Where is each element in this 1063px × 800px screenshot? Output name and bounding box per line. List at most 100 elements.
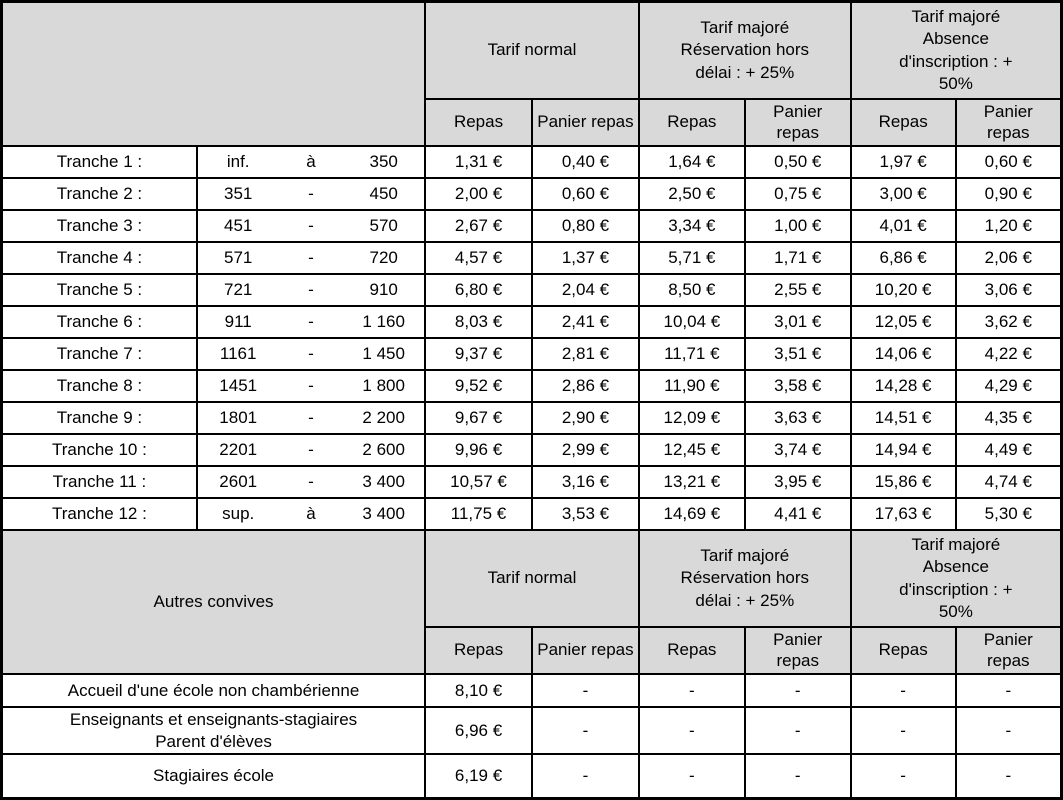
price-cell: - [530, 753, 640, 800]
price-cell: - [849, 673, 957, 708]
range-from: 2601 [219, 472, 258, 491]
range-from: 571 [224, 248, 253, 267]
range-to: 1 160 [362, 312, 405, 331]
price-cell: 10,20 € [849, 273, 957, 307]
price-cell: 3,63 € [743, 401, 852, 435]
tranche-range: 721 - 910 [195, 273, 427, 307]
price-cell: 12,05 € [849, 305, 957, 339]
range-grid: 721 - 910 [202, 280, 420, 300]
price-cell: 12,09 € [637, 401, 746, 435]
price-cell: 3,34 € [637, 209, 746, 243]
subheader-panier-repas: Panier repas [954, 98, 1063, 147]
price-cell: 12,45 € [637, 433, 746, 467]
subheader-repas: Repas [849, 98, 957, 147]
price-cell: 3,53 € [530, 497, 640, 531]
range-from: 2201 [219, 440, 258, 459]
range-from: 911 [224, 312, 252, 331]
range-grid: 571 - 720 [202, 248, 420, 268]
range-sep: - [308, 440, 314, 459]
convive-label: Enseignants et enseignants-stagiaires Pa… [0, 706, 427, 755]
price-cell: 2,86 € [530, 369, 640, 403]
tranches-header: Tarif normal Tarif majoré Réservation ho… [0, 0, 1063, 147]
range-to: 910 [369, 280, 398, 299]
header-tarif-normal: Tarif normal [424, 0, 640, 100]
range-to: 2 200 [362, 408, 405, 427]
price-cell: 5,30 € [954, 497, 1063, 531]
tranche-label: Tranche 9 : [0, 401, 198, 435]
price-cell: 2,00 € [424, 177, 533, 211]
range-sep: - [308, 376, 314, 395]
table-row: Enseignants et enseignants-stagiaires Pa… [0, 706, 1063, 755]
subheader-repas: Repas [424, 626, 533, 675]
header-tarif-normal: Tarif normal [424, 529, 640, 628]
price-cell: - [530, 706, 640, 755]
price-cell: 0,60 € [530, 177, 640, 211]
price-cell: - [743, 706, 852, 755]
price-cell: 2,67 € [424, 209, 533, 243]
table-row: Tranche 6 :911-1 160 8,03 €2,41 €10,04 €3… [0, 305, 1063, 339]
price-cell: 9,96 € [424, 433, 533, 467]
range-from: 1451 [219, 376, 258, 395]
price-cell: 14,51 € [849, 401, 957, 435]
price-cell: 8,10 € [424, 673, 533, 708]
tranches-body: Tranche 1 : inf. à 350 1,31 €0,40 €1,64 €0,5… [0, 145, 1063, 531]
range-grid: 451 - 570 [202, 216, 420, 236]
range-grid: 2601 - 3 400 [202, 472, 420, 492]
table-row: Stagiaires école 6,19 € - - - - - [0, 753, 1063, 800]
subheader-panier-repas: Panier repas [530, 98, 640, 147]
range-grid: 351 - 450 [202, 184, 420, 204]
header-tarif-majore-50: Tarif majoré Absence d'inscription : + 5… [849, 0, 1063, 100]
range-from: 1801 [219, 408, 258, 427]
range-from: sup. [222, 504, 255, 523]
price-cell: 4,01 € [849, 209, 957, 243]
price-cell: - [530, 673, 640, 708]
header-tarif-majore-50: Tarif majoré Absence d'inscription : + 5… [849, 529, 1063, 628]
tranche-range: 571 - 720 [195, 241, 427, 275]
range-from: 1161 [219, 344, 257, 363]
price-cell: 4,57 € [424, 241, 533, 275]
range-to: 1 800 [362, 376, 405, 395]
price-cell: 1,97 € [849, 145, 957, 179]
table-row: Tranche 5 : 721 - 910 6,80 €2,04 €8,50 €2,55… [0, 273, 1063, 307]
price-cell: 14,28 € [849, 369, 957, 403]
table-row: Accueil d'une école non chambérienne 8,10… [0, 673, 1063, 708]
price-cell: 2,55 € [743, 273, 852, 307]
price-cell: - [743, 753, 852, 800]
header-tarif-majore-25: Tarif majoré Réservation hors délai : + … [637, 0, 852, 100]
price-cell: 3,16 € [530, 465, 640, 499]
price-cell: 4,41 € [743, 497, 852, 531]
price-cell: - [637, 706, 746, 755]
price-cell: 4,49 € [954, 433, 1063, 467]
tranche-label: Tranche 8 : [0, 369, 198, 403]
price-cell: 3,01 € [743, 305, 852, 339]
range-sep: - [308, 216, 314, 235]
subheader-panier-repas: Panier repas [530, 626, 640, 675]
price-cell: 11,71 € [637, 337, 746, 371]
price-cell: 4,74 € [954, 465, 1063, 499]
price-cell: 0,40 € [530, 145, 640, 179]
price-cell: 14,06 € [849, 337, 957, 371]
price-cell: 6,19 € [424, 753, 533, 800]
range-to: 570 [369, 216, 398, 235]
table-row: Tranche 11 : 2601 - 3 400 10,57 €3,16 €13,21… [0, 465, 1063, 499]
tranche-label: Tranche 5 : [0, 273, 198, 307]
price-cell: 0,60 € [954, 145, 1063, 179]
price-cell: 2,06 € [954, 241, 1063, 275]
price-cell: 10,57 € [424, 465, 533, 499]
price-cell: 0,50 € [743, 145, 852, 179]
price-cell: 0,90 € [954, 177, 1063, 211]
price-cell: 9,37 € [424, 337, 533, 371]
range-from: 451 [224, 216, 253, 235]
subheader-repas: Repas [637, 98, 746, 147]
price-cell: 1,00 € [743, 209, 852, 243]
range-sep: à [306, 504, 316, 523]
subheader-panier-repas: Panier repas [743, 98, 852, 147]
price-cell: 11,75 € [424, 497, 533, 531]
range-from: inf. [226, 152, 250, 171]
range-sep: - [308, 408, 314, 427]
price-cell: 1,37 € [530, 241, 640, 275]
price-cell: 5,71 € [637, 241, 746, 275]
price-cell: - [637, 673, 746, 708]
